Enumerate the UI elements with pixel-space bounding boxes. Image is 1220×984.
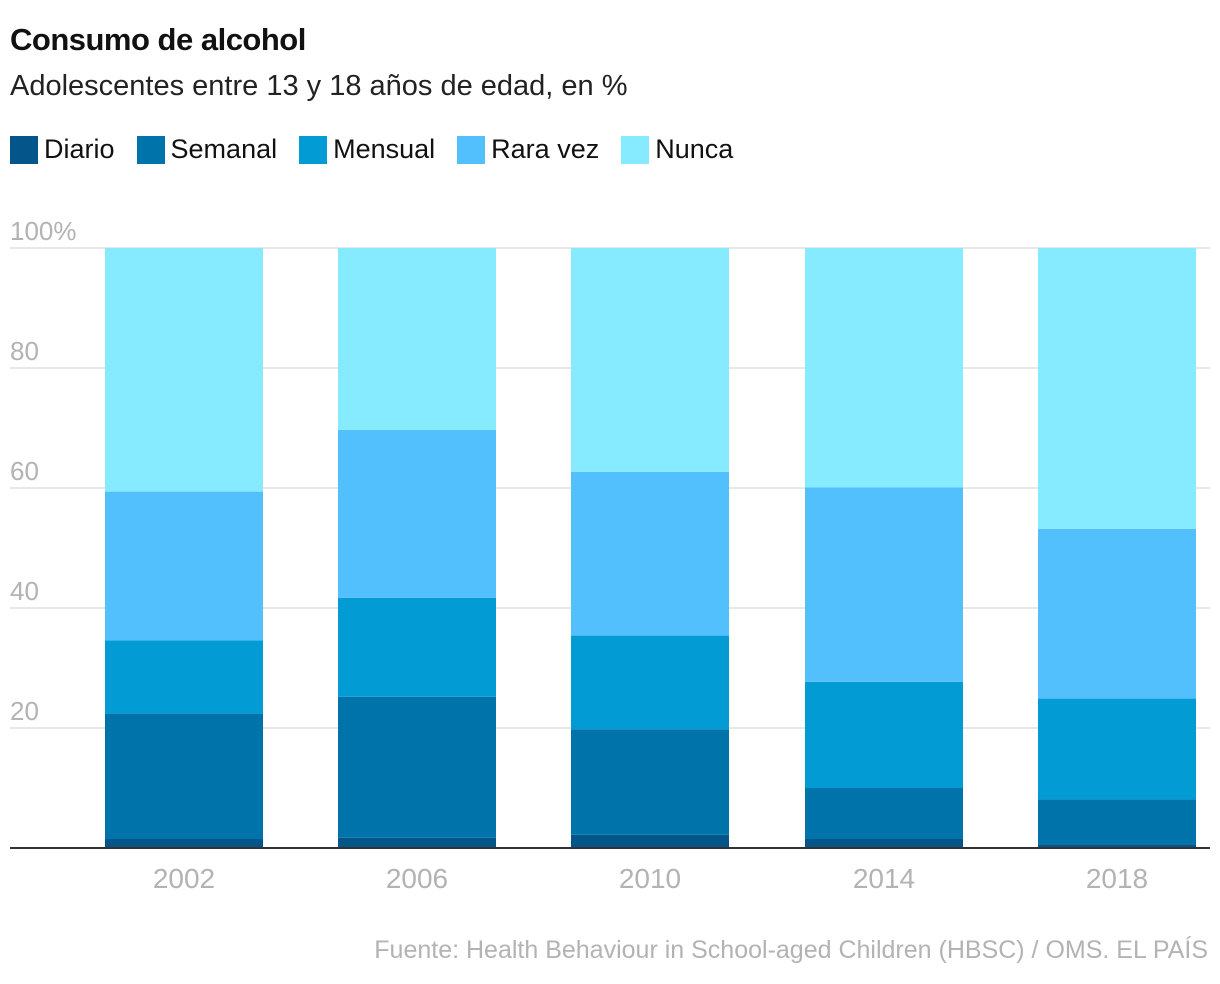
legend-item-mensual: Mensual <box>299 134 435 165</box>
legend-swatch-rara-vez <box>457 135 486 164</box>
bar-segment-2014-nunca <box>805 248 963 488</box>
legend-label-semanal: Semanal <box>170 134 278 164</box>
legend-swatch-diario <box>10 135 38 164</box>
y-tick-label-80: 80 <box>10 336 39 366</box>
legend-item-semanal: Semanal <box>136 134 278 165</box>
bar-segment-2010-semanal <box>571 729 729 835</box>
legend-item-rara-vez: Rara vez <box>457 134 599 165</box>
x-tick-label-2014: 2014 <box>853 863 915 894</box>
bar-segment-2010-diario <box>571 834 729 848</box>
x-tick-label-2018: 2018 <box>1086 863 1148 894</box>
legend-swatch-mensual <box>299 135 328 164</box>
bar-segment-2018-diario <box>1038 844 1196 848</box>
x-tick-label-2002: 2002 <box>153 863 215 894</box>
bar-segment-2010-rara-vez <box>571 471 729 636</box>
legend-label-diario: Diario <box>44 134 115 164</box>
source-note: Fuente: Health Behaviour in School-aged … <box>374 936 1208 964</box>
legend-swatch-semanal <box>136 135 165 164</box>
legend-label-mensual: Mensual <box>333 134 436 164</box>
legend-swatch-nunca <box>621 135 650 164</box>
y-tick-label-100: 100% <box>10 216 77 246</box>
bar-segment-2006-diario <box>338 837 496 848</box>
x-tick-label-2010: 2010 <box>619 863 681 894</box>
bar-segment-2006-nunca <box>338 248 496 430</box>
bar-segment-2006-rara-vez <box>338 429 496 598</box>
bar-segment-2014-diario <box>805 839 963 848</box>
chart-subtitle: Adolescentes entre 13 y 18 años de edad,… <box>10 70 628 102</box>
y-tick-label-20: 20 <box>10 696 39 726</box>
legend-label-rara-vez: Rara vez <box>491 134 600 164</box>
bar-segment-2014-mensual <box>805 681 963 788</box>
bar-segment-2006-mensual <box>338 597 496 697</box>
bar-segment-2002-nunca <box>105 248 263 492</box>
bar-segment-2002-rara-vez <box>105 491 263 641</box>
bar-segment-2010-nunca <box>571 248 729 472</box>
bar-segment-2014-rara-vez <box>805 487 963 682</box>
bar-segment-2002-diario <box>105 839 263 848</box>
chart-title: Consumo de alcohol <box>10 22 306 57</box>
bar-segment-2014-semanal <box>805 788 963 839</box>
legend: Diario Semanal Mensual Rara vez Nunca <box>10 134 755 165</box>
y-tick-label-60: 60 <box>10 456 39 486</box>
bar-segment-2002-semanal <box>105 713 263 839</box>
y-tick-label-40: 40 <box>10 576 39 606</box>
legend-label-nunca: Nunca <box>655 134 734 164</box>
bar-segment-2018-mensual <box>1038 698 1196 800</box>
bar-segment-2018-semanal <box>1038 799 1196 845</box>
bar-segment-2006-semanal <box>338 696 496 838</box>
x-tick-label-2006: 2006 <box>386 863 448 894</box>
legend-item-diario: Diario <box>10 134 115 165</box>
bar-segment-2018-rara-vez <box>1038 528 1196 699</box>
bar-segment-2018-nunca <box>1038 248 1196 529</box>
legend-item-nunca: Nunca <box>621 134 733 165</box>
bar-segment-2002-mensual <box>105 640 263 714</box>
bar-segment-2010-mensual <box>571 635 729 730</box>
